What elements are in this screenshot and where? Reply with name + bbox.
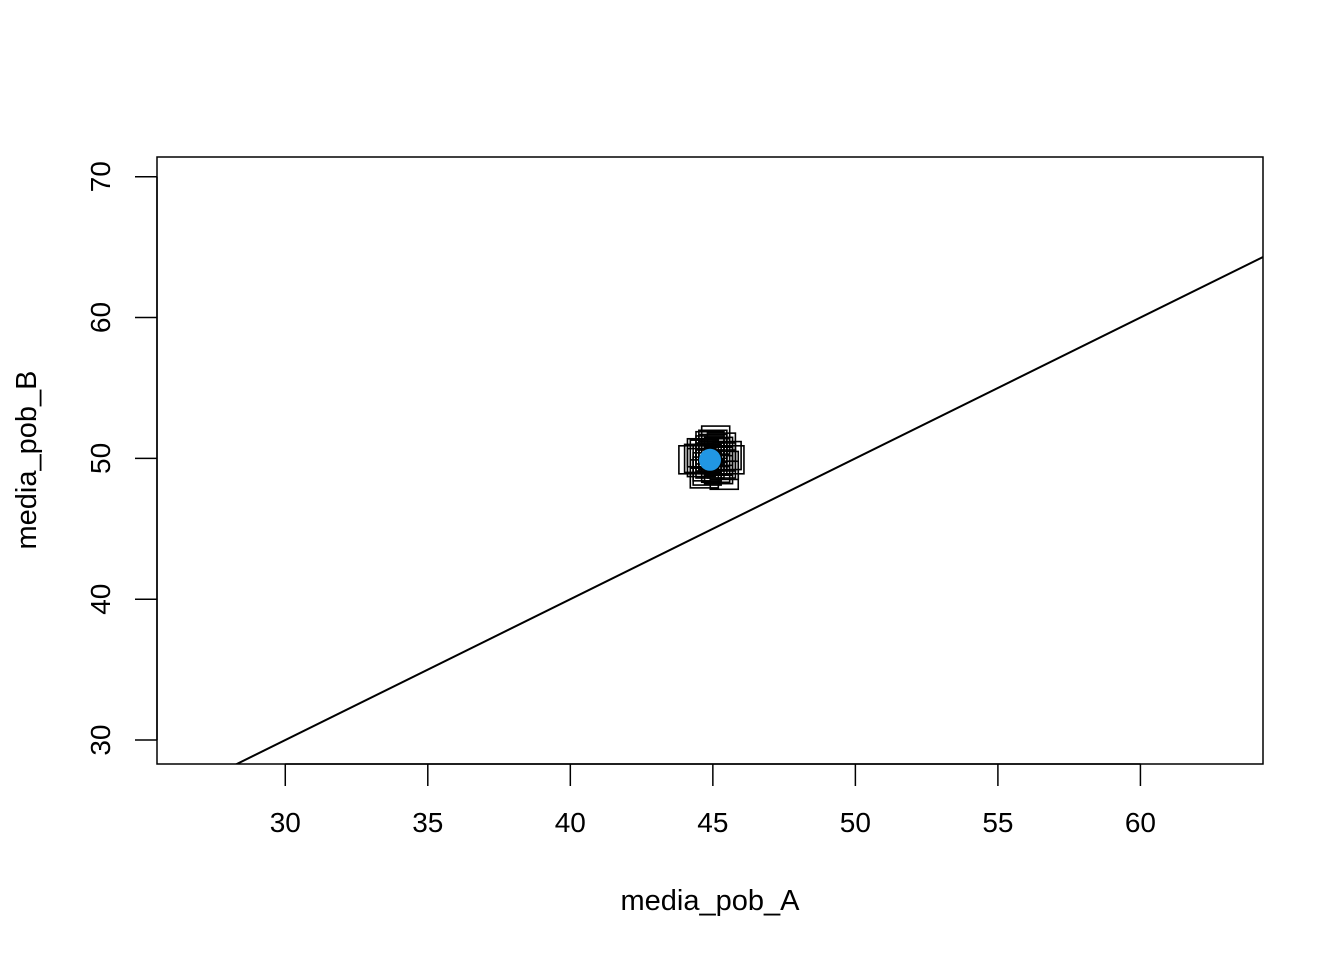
x-tick-label: 40 [555,807,586,838]
y-tick-label: 40 [85,584,116,615]
y-tick-label: 30 [85,724,116,755]
y-tick-label: 70 [85,161,116,192]
x-axis-title: media_pob_A [621,885,801,917]
x-tick-label: 50 [840,807,871,838]
x-tick-label: 60 [1125,807,1156,838]
x-tick-label: 45 [697,807,728,838]
x-tick-label: 30 [270,807,301,838]
data-point-square [695,442,725,472]
x-axis: 30 35 40 45 50 55 60 [270,763,1156,838]
y-tick-label: 50 [85,443,116,474]
y-axis-title: media_pob_B [11,371,43,550]
y-axis: 30 40 50 60 70 [85,161,158,756]
x-tick-label: 35 [412,807,443,838]
reference-line [234,256,1263,764]
x-tick-label: 55 [982,807,1013,838]
y-tick-label: 60 [85,302,116,333]
data-point-mean [699,448,721,471]
points-layer [678,425,745,491]
reference-line-layer [234,256,1263,764]
